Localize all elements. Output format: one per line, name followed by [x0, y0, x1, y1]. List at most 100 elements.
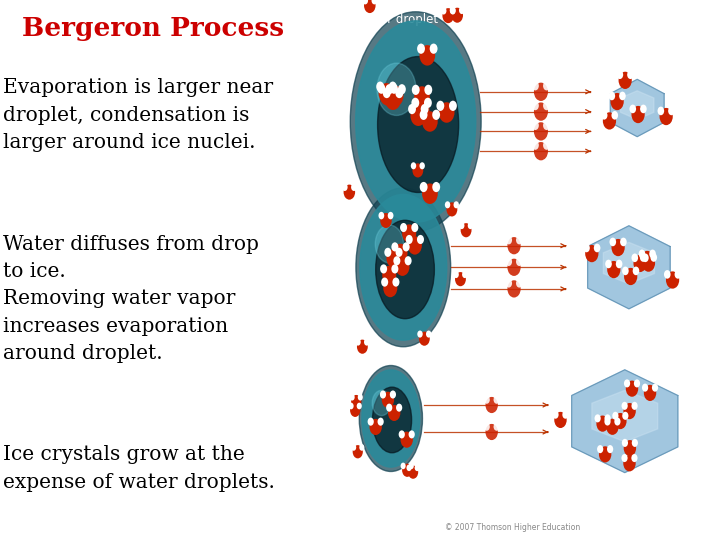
Circle shape	[417, 235, 424, 244]
Ellipse shape	[356, 21, 476, 222]
Circle shape	[534, 83, 548, 101]
Circle shape	[664, 270, 670, 279]
Circle shape	[631, 253, 638, 262]
Circle shape	[380, 390, 386, 399]
Text: Water droplet: Water droplet	[356, 14, 438, 26]
Circle shape	[382, 266, 396, 284]
Circle shape	[642, 383, 648, 392]
Circle shape	[426, 330, 431, 338]
Circle shape	[369, 419, 382, 435]
Circle shape	[417, 44, 425, 54]
Circle shape	[534, 122, 548, 140]
Circle shape	[399, 430, 405, 438]
Circle shape	[644, 385, 656, 401]
Text: Bergeron Process: Bergeron Process	[22, 16, 284, 41]
Circle shape	[350, 404, 360, 417]
Circle shape	[622, 267, 629, 275]
Text: Water diffuses from drop
to ice.
Removing water vapor
increases evaporation
arou: Water diffuses from drop to ice. Removin…	[3, 235, 259, 363]
Circle shape	[384, 248, 392, 257]
Circle shape	[619, 92, 626, 100]
Circle shape	[387, 212, 393, 219]
Circle shape	[405, 256, 412, 265]
Circle shape	[640, 105, 647, 113]
Circle shape	[610, 238, 616, 246]
Circle shape	[599, 446, 611, 462]
Circle shape	[379, 83, 395, 104]
Circle shape	[596, 415, 609, 431]
Ellipse shape	[376, 220, 434, 319]
Circle shape	[408, 104, 416, 114]
Circle shape	[459, 6, 464, 14]
Circle shape	[387, 249, 400, 267]
Circle shape	[461, 223, 472, 237]
Polygon shape	[572, 370, 678, 472]
Circle shape	[634, 379, 640, 387]
Circle shape	[392, 242, 398, 252]
Circle shape	[420, 104, 428, 114]
Circle shape	[402, 242, 410, 252]
Circle shape	[400, 431, 413, 448]
Text: 3.: 3.	[708, 409, 720, 423]
Circle shape	[380, 265, 387, 274]
Circle shape	[393, 256, 400, 265]
Circle shape	[455, 272, 466, 286]
Circle shape	[485, 424, 498, 440]
Circle shape	[402, 464, 413, 477]
Circle shape	[398, 84, 406, 94]
Circle shape	[611, 93, 624, 110]
Circle shape	[543, 101, 550, 110]
Circle shape	[508, 237, 521, 254]
Ellipse shape	[356, 188, 451, 347]
Circle shape	[459, 222, 464, 229]
Circle shape	[611, 111, 618, 120]
Circle shape	[415, 464, 420, 471]
Circle shape	[484, 423, 490, 431]
Circle shape	[508, 280, 521, 298]
Circle shape	[450, 6, 456, 14]
Circle shape	[640, 253, 647, 262]
Circle shape	[650, 253, 657, 262]
Circle shape	[608, 92, 615, 100]
Circle shape	[505, 236, 512, 245]
Circle shape	[420, 162, 425, 170]
Circle shape	[624, 455, 636, 471]
Circle shape	[405, 235, 413, 244]
Circle shape	[380, 85, 395, 106]
Circle shape	[624, 268, 637, 285]
Circle shape	[364, 339, 369, 346]
Circle shape	[422, 111, 438, 132]
Circle shape	[631, 439, 638, 447]
Circle shape	[642, 253, 649, 262]
Circle shape	[649, 249, 656, 258]
Circle shape	[389, 82, 397, 92]
Circle shape	[595, 414, 600, 422]
Circle shape	[631, 106, 644, 123]
Circle shape	[493, 423, 500, 431]
Circle shape	[438, 102, 454, 123]
Circle shape	[606, 418, 618, 435]
Circle shape	[594, 244, 600, 252]
Circle shape	[616, 70, 624, 79]
Circle shape	[364, 0, 376, 13]
Circle shape	[624, 403, 636, 419]
Circle shape	[379, 212, 384, 219]
Circle shape	[508, 259, 521, 276]
Circle shape	[633, 267, 639, 275]
Circle shape	[532, 81, 539, 90]
Text: Ice crystal: Ice crystal	[607, 14, 667, 26]
Circle shape	[660, 108, 672, 125]
Text: 2.: 2.	[708, 258, 720, 272]
Circle shape	[445, 201, 450, 208]
Circle shape	[381, 278, 388, 287]
Ellipse shape	[359, 366, 423, 471]
Circle shape	[468, 222, 473, 229]
Circle shape	[562, 410, 569, 418]
Circle shape	[368, 417, 374, 426]
Circle shape	[614, 417, 621, 426]
Circle shape	[627, 70, 634, 79]
Circle shape	[585, 245, 598, 262]
Circle shape	[411, 162, 416, 170]
Circle shape	[552, 410, 559, 418]
Circle shape	[411, 98, 419, 108]
Circle shape	[419, 332, 430, 346]
